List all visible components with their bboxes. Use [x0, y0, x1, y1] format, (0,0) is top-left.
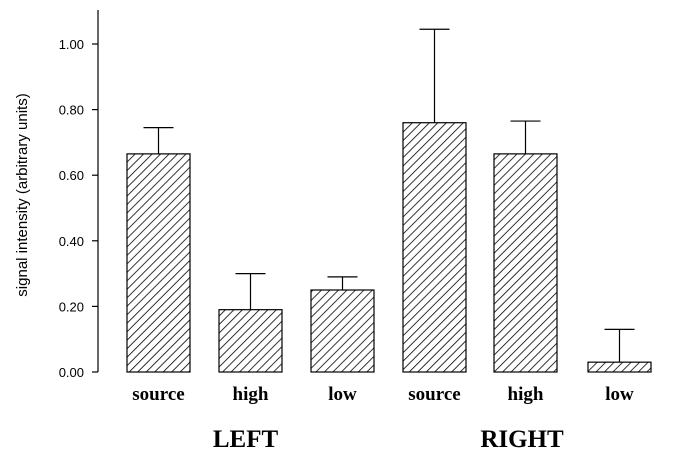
bar-high	[493, 153, 558, 373]
group-label-right: RIGHT	[480, 426, 564, 452]
y-tick-label: 0.80	[59, 103, 84, 118]
category-labels: source high low source high low	[132, 384, 634, 405]
category-label-source: source	[408, 384, 460, 405]
group-label-left: LEFT	[213, 426, 279, 452]
y-ticks: 0.00 0.20 0.40 0.60 0.80 1.00	[59, 37, 98, 380]
bar-low	[587, 361, 652, 373]
category-label-low: low	[328, 384, 357, 405]
bar-low	[310, 289, 375, 373]
group-labels: LEFT RIGHT	[213, 426, 564, 452]
category-label-high: high	[508, 384, 544, 405]
y-tick-label: 0.60	[59, 168, 84, 183]
y-tick-label: 0.00	[59, 365, 84, 380]
y-tick-label: 0.40	[59, 234, 84, 249]
bar-source	[126, 153, 191, 373]
category-label-high: high	[233, 384, 269, 405]
bars	[126, 122, 652, 373]
y-axis-title: signal intensity (arbitrary units)	[14, 93, 31, 296]
category-label-low: low	[605, 384, 634, 405]
y-tick-label: 0.20	[59, 299, 84, 314]
bar-source	[402, 122, 467, 373]
category-label-source: source	[132, 384, 184, 405]
bar-high	[218, 309, 283, 373]
error-bars	[143, 28, 635, 363]
y-tick-label: 1.00	[59, 37, 84, 52]
